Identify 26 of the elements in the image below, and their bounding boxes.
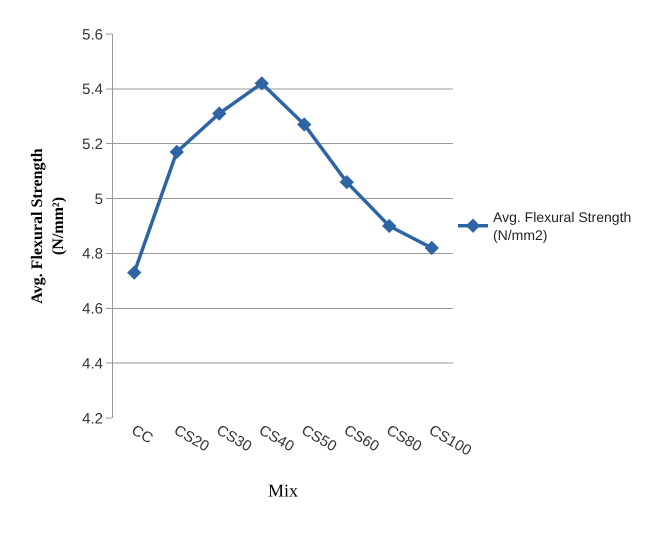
x-tick-label: CS20 xyxy=(171,422,212,456)
x-tick-label: CS80 xyxy=(384,422,425,456)
point xyxy=(340,174,354,190)
point xyxy=(127,265,142,280)
point xyxy=(170,144,184,160)
x-tick-label: CS30 xyxy=(214,422,255,456)
point xyxy=(254,76,269,91)
legend-label: Avg. Flexural Strength (N/mm2) xyxy=(493,209,632,244)
point xyxy=(297,117,312,132)
point xyxy=(424,240,439,256)
y-tick-label: 4.8 xyxy=(82,246,103,263)
y-tick-label: 5 xyxy=(94,190,103,208)
x-tick-label: CS40 xyxy=(256,422,298,456)
point xyxy=(212,106,226,121)
y-tick-label: 4.2 xyxy=(82,410,103,428)
point xyxy=(382,218,396,234)
x-axis-title: Mix xyxy=(268,480,298,500)
y-tick-label: 4.4 xyxy=(82,355,103,372)
y-tick-label: 4.6 xyxy=(82,300,103,318)
y-axis-title: Avg. Flexural Strength (N/mm²) xyxy=(29,148,68,304)
x-tick-label: CS60 xyxy=(341,422,382,456)
y-tick-label: 5.6 xyxy=(82,26,103,44)
x-tick-label: CS50 xyxy=(298,422,340,456)
y-tick-label: 5.4 xyxy=(82,81,103,98)
x-tick-label: CC xyxy=(128,422,156,448)
y-tick-label: 5.2 xyxy=(82,136,103,153)
